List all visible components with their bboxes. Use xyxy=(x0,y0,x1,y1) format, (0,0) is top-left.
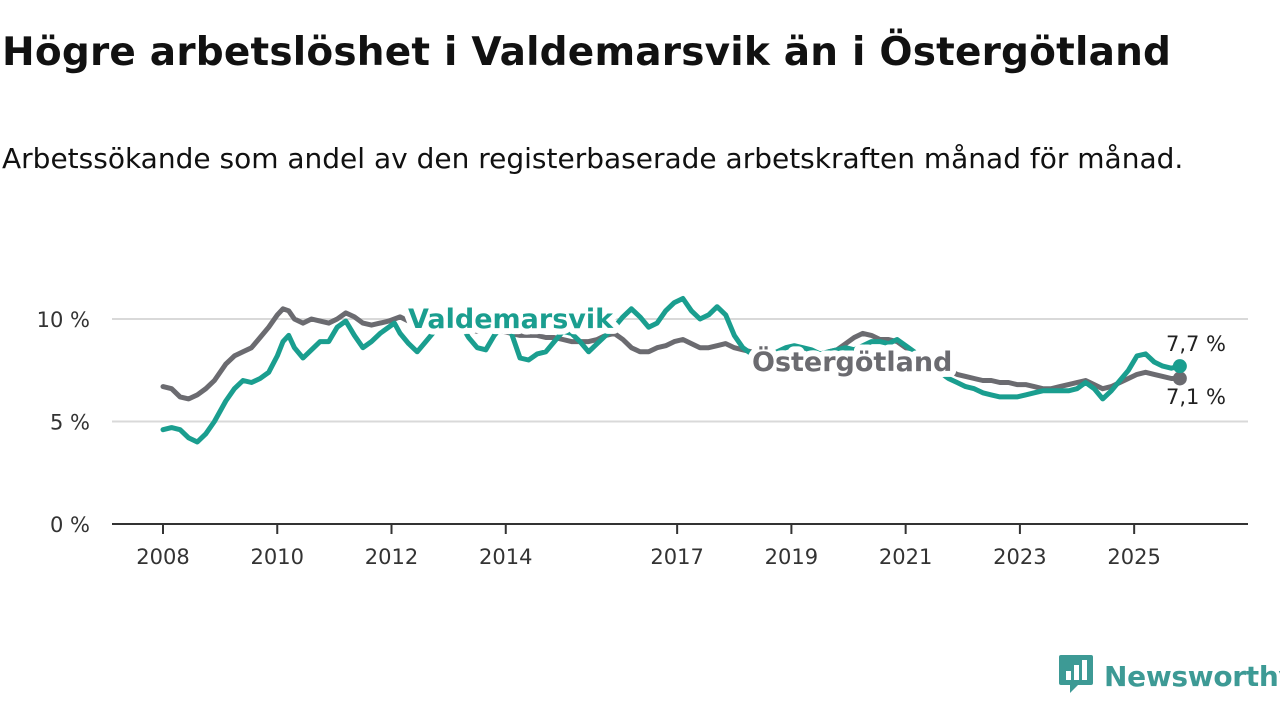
x-tick-label: 2014 xyxy=(479,545,532,569)
end-label-valdemarsvik: 7,7 % xyxy=(1166,332,1226,356)
series-line-östergötland xyxy=(160,306,1183,402)
bar-chart-speech-bubble-icon xyxy=(1058,653,1094,699)
end-point-ostergotland xyxy=(1172,371,1187,386)
chart-subtitle: Arbetssökande som andel av den registerb… xyxy=(2,142,1184,175)
series-line-valdemarsvik xyxy=(160,296,1183,445)
end-point-valdemarsvik xyxy=(1172,359,1187,374)
y-axis-tick-labels: 0 % 5 % 10 % xyxy=(37,308,90,537)
x-tick-label: 2023 xyxy=(993,545,1046,569)
x-tick-label: 2012 xyxy=(365,545,418,569)
y-tick-label: 10 % xyxy=(37,308,90,332)
chart-title: Högre arbetslöshet i Valdemarsvik än i Ö… xyxy=(2,30,1172,75)
series-label-ostergotland: Östergötland xyxy=(752,345,952,378)
x-axis: 2008 2010 2012 2014 2017 2019 2021 2023 2025 xyxy=(112,523,1248,569)
gridlines xyxy=(112,318,1248,423)
series-labels: 7,7 % 7,1 % Valdemarsvik Östergötland xyxy=(402,298,1229,412)
y-tick-label: 5 % xyxy=(50,411,90,435)
x-tick-label: 2008 xyxy=(136,545,189,569)
series-lines xyxy=(160,296,1187,445)
x-tick-label: 2021 xyxy=(879,545,932,569)
y-tick-label: 0 % xyxy=(50,513,90,537)
x-tick-label: 2025 xyxy=(1107,545,1160,569)
end-label-ostergotland: 7,1 % xyxy=(1166,385,1226,409)
x-tick-label: 2019 xyxy=(765,545,818,569)
x-tick-label: 2010 xyxy=(251,545,304,569)
x-tick-label: 2017 xyxy=(650,545,703,569)
series-label-valdemarsvik: Valdemarsvik xyxy=(408,304,614,335)
brand: Newsworthy xyxy=(1058,653,1280,699)
brand-name: Newsworthy xyxy=(1104,659,1280,693)
